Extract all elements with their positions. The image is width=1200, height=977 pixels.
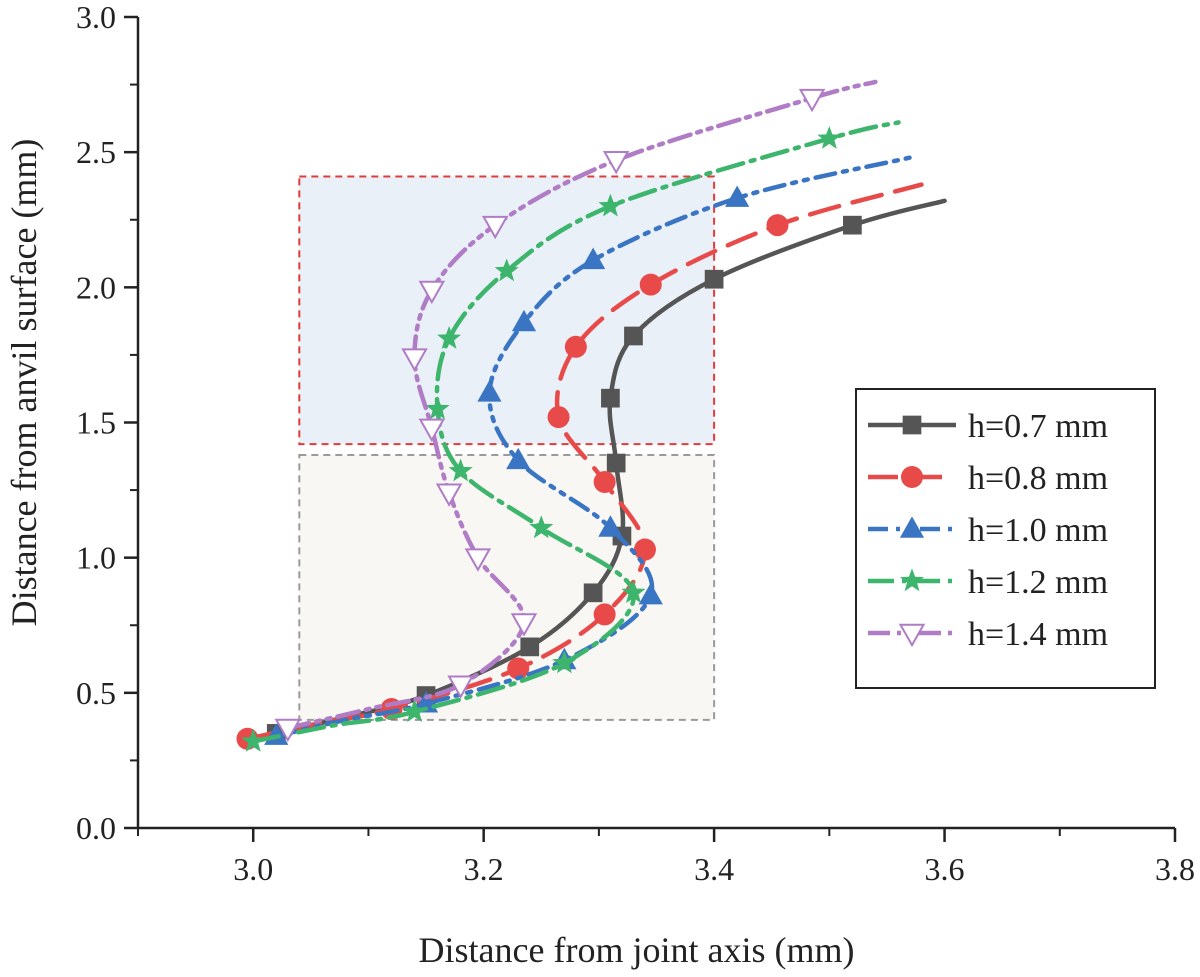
data-point — [511, 309, 537, 332]
y-tick-label: 2.0 — [76, 269, 116, 305]
x-tick-label: 3.2 — [464, 851, 504, 887]
data-point — [274, 718, 302, 743]
legend-marker — [899, 516, 925, 538]
data-point — [481, 215, 509, 240]
data-point — [602, 151, 630, 175]
legend-label: h=1.4 mm — [968, 616, 1108, 653]
data-point — [507, 657, 530, 680]
data-point — [593, 603, 616, 626]
legend-marker — [901, 466, 923, 488]
data-point — [581, 247, 606, 270]
data-point — [448, 458, 473, 482]
legend: h=0.7 mm h=0.8 mm h=1.0 mm h=1.2 mm h=1.4 mm — [855, 388, 1156, 689]
data-point — [638, 582, 663, 605]
highlight-regions — [298, 175, 716, 721]
x-tick-label: 3.6 — [925, 851, 965, 887]
data-point — [447, 675, 474, 699]
legend-marker — [898, 623, 926, 648]
data-point — [598, 193, 623, 217]
data-point — [624, 326, 643, 346]
data-point — [583, 583, 603, 603]
legend-item: h=0.7 mm — [868, 408, 1108, 445]
data-point — [601, 388, 620, 408]
data-point — [766, 214, 789, 237]
data-point — [510, 613, 538, 637]
x-tick-label: 3.4 — [694, 851, 734, 887]
data-point — [798, 88, 826, 113]
data-point — [547, 406, 570, 429]
data-point — [633, 538, 656, 561]
y-tick-label: 1.0 — [76, 540, 116, 576]
legend-item: h=1.0 mm — [868, 512, 1108, 549]
x-tick-label: 3.8 — [1155, 851, 1195, 887]
legend-label: h=1.2 mm — [968, 564, 1108, 601]
data-point — [477, 380, 502, 402]
data-point — [606, 453, 626, 473]
data-point — [564, 335, 587, 358]
legend-marker — [902, 415, 922, 435]
y-tick-label: 0.0 — [76, 810, 116, 846]
series-5 — [274, 79, 878, 743]
legend-item: h=1.2 mm — [868, 564, 1108, 601]
data-point — [520, 637, 540, 657]
data-point — [704, 269, 724, 289]
series-layer — [236, 79, 947, 752]
data-point — [552, 650, 577, 674]
y-axis-title: Distance from anvil surface (mm) — [4, 139, 44, 627]
y-tick-label: 3.0 — [76, 0, 116, 35]
legend-label: h=1.0 mm — [968, 512, 1108, 549]
data-point — [402, 699, 427, 722]
x-axis-title: Distance from joint axis (mm) — [419, 930, 855, 970]
highlight-region-1 — [298, 175, 716, 446]
y-tick-label: 0.5 — [76, 675, 116, 711]
data-point — [241, 728, 266, 752]
data-point — [639, 273, 662, 296]
series-4 — [241, 120, 901, 752]
legend-box — [855, 388, 1156, 689]
data-point — [725, 185, 750, 207]
legend-label: h=0.8 mm — [968, 460, 1108, 497]
data-point — [621, 580, 646, 603]
data-point — [437, 326, 462, 349]
data-point — [817, 126, 842, 149]
data-point — [843, 215, 862, 235]
data-point — [494, 258, 519, 282]
data-point — [401, 348, 428, 372]
y-tick-label: 2.5 — [76, 134, 116, 170]
data-point — [506, 447, 531, 470]
legend-item: h=0.8 mm — [868, 460, 1108, 497]
data-point — [418, 280, 446, 305]
legend-item: h=1.4 mm — [868, 616, 1108, 653]
data-point — [598, 515, 623, 537]
data-point — [593, 470, 616, 493]
x-tick-label: 3.0 — [233, 851, 273, 887]
data-point — [425, 396, 450, 420]
data-point — [464, 548, 492, 572]
y-tick-label: 1.5 — [76, 405, 116, 441]
data-point — [418, 418, 446, 443]
axes: 3.0 3.2 3.4 3.6 3.8 0.0 0.5 1.0 1.5 2.0 2.5 3.0 — [76, 0, 1195, 887]
data-point — [435, 483, 463, 507]
data-point — [529, 515, 554, 539]
legend-marker — [900, 568, 924, 592]
series-line — [274, 155, 913, 739]
legend-label: h=0.7 mm — [968, 408, 1108, 445]
series-line — [285, 79, 878, 731]
